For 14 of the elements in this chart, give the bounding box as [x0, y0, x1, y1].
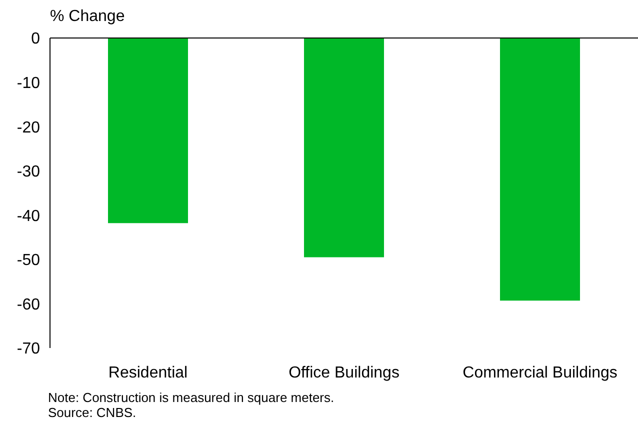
source-note: Source: CNBS. [48, 405, 138, 420]
y-tick-label: -40 [16, 208, 40, 225]
y-axis-title: % Change [50, 7, 126, 27]
x-tick-label: Residential [108, 364, 188, 382]
y-tick-label: -10 [16, 74, 40, 92]
y-tick-label: -50 [16, 252, 40, 270]
y-tick-label: -20 [16, 119, 40, 136]
x-tick-label: Commercial Buildings [462, 364, 618, 382]
text: Note: Construction is measured in square meters. [48, 390, 336, 405]
y-tick-label: 0 [31, 30, 40, 48]
x-tick-label: Office Buildings [288, 364, 400, 382]
y-tick-label: -30 [16, 164, 40, 181]
y-tick-label: -60 [16, 296, 40, 314]
y-tick-label: -70 [16, 340, 40, 358]
